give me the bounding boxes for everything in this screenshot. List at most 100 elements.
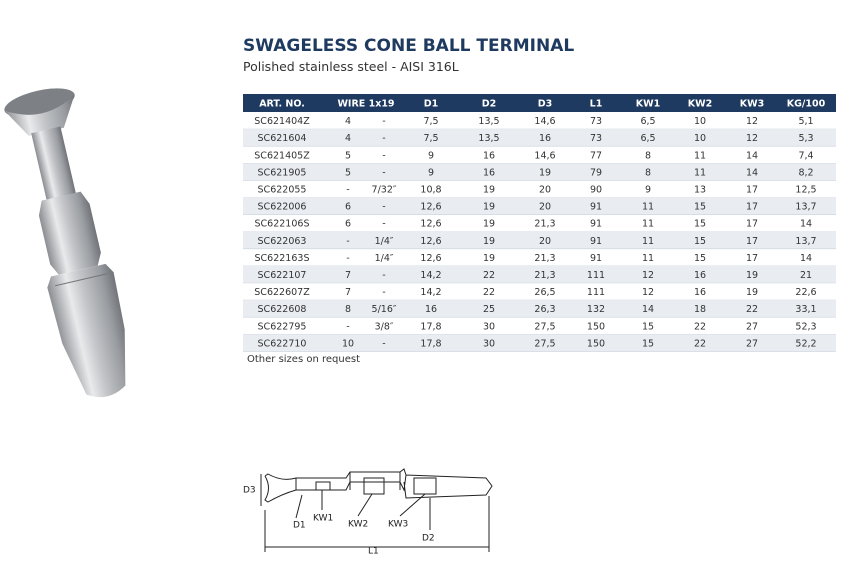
cell: 19 — [483, 219, 495, 230]
column-header: KG/100 — [787, 99, 826, 110]
cell: 11 — [642, 202, 654, 213]
cell: 7,5 — [423, 116, 438, 127]
cell: 14 — [800, 219, 812, 230]
cell: 132 — [587, 304, 605, 315]
row-shade — [243, 334, 836, 352]
cell: 20 — [539, 236, 551, 247]
cell: 10 — [694, 116, 706, 127]
cell: 8,2 — [798, 167, 813, 178]
cell: 13,5 — [478, 133, 499, 144]
cell: 9 — [428, 150, 434, 161]
cell: 79 — [590, 167, 602, 178]
cell: 7/32″ — [372, 184, 397, 195]
cell: 5,3 — [798, 133, 813, 144]
cell: 11 — [694, 167, 706, 178]
cell: 5 — [345, 167, 351, 178]
cell: SC621404Z — [254, 116, 310, 127]
column-header: D1 — [424, 99, 439, 110]
cell: 15 — [642, 321, 654, 332]
cell: 150 — [587, 338, 605, 349]
cell: 14,2 — [420, 270, 441, 281]
drawing-label: D1 — [293, 521, 306, 531]
cell: 4 — [345, 116, 351, 127]
cell: 12 — [746, 133, 758, 144]
cell: 22 — [746, 304, 758, 315]
row-shade — [243, 163, 836, 181]
cell: 12 — [642, 270, 654, 281]
cell: 17,8 — [420, 338, 441, 349]
cell: SC622106S — [255, 219, 310, 230]
cell: 27 — [746, 321, 758, 332]
cell: 13,5 — [478, 116, 499, 127]
cell: 52,2 — [795, 338, 816, 349]
cell: 19 — [746, 270, 758, 281]
cell: 8 — [645, 167, 651, 178]
cell: 17 — [746, 219, 758, 230]
cell: 14,2 — [420, 287, 441, 298]
cell: 22 — [694, 321, 706, 332]
cell: 9 — [428, 167, 434, 178]
cell: 91 — [590, 236, 602, 247]
cell: SC622063 — [258, 236, 307, 247]
cell: 16 — [425, 304, 437, 315]
cell: 18 — [694, 304, 706, 315]
note: Other sizes on request — [247, 354, 360, 365]
column-header: KW1 — [636, 99, 660, 110]
cell: 21,3 — [534, 253, 555, 264]
column-header: WIRE 1x19 — [337, 99, 394, 110]
cell: 16 — [539, 133, 551, 144]
drawing-label: D3 — [243, 486, 256, 496]
cell: 8 — [345, 304, 351, 315]
cell: 15 — [694, 202, 706, 213]
cell: - — [382, 219, 385, 230]
cell: 4 — [345, 133, 351, 144]
cell: 12,5 — [795, 184, 816, 195]
cell: 6,5 — [640, 133, 655, 144]
cell: SC622055 — [258, 184, 307, 195]
cell: 11 — [642, 236, 654, 247]
cell: 16 — [694, 270, 706, 281]
cell: 150 — [587, 321, 605, 332]
cell: 14,6 — [534, 150, 555, 161]
cell: SC622608 — [258, 304, 307, 315]
cell: 20 — [539, 202, 551, 213]
cell: 22 — [483, 270, 495, 281]
cell: 17 — [746, 184, 758, 195]
cell: 14,6 — [534, 116, 555, 127]
cell: 7 — [345, 287, 351, 298]
cell: 30 — [483, 338, 495, 349]
cell: 21 — [800, 270, 812, 281]
cell: SC622006 — [258, 202, 307, 213]
cell: 26,5 — [534, 287, 555, 298]
cell: 17 — [746, 253, 758, 264]
cell: 33,1 — [795, 304, 816, 315]
cell: 20 — [539, 184, 551, 195]
cell: 17,8 — [420, 321, 441, 332]
cell: 19 — [746, 287, 758, 298]
cell: - — [382, 167, 385, 178]
cell: - — [382, 287, 385, 298]
cell: 15 — [694, 219, 706, 230]
cell: 22,6 — [795, 287, 816, 298]
cell: 14 — [800, 253, 812, 264]
cell: 12,6 — [420, 219, 441, 230]
drawing-label: L1 — [368, 547, 379, 557]
row-shade — [243, 265, 836, 283]
column-header: KW2 — [688, 99, 712, 110]
cell: - — [346, 236, 349, 247]
cell: - — [382, 338, 385, 349]
cell: 91 — [590, 202, 602, 213]
cell: 90 — [590, 184, 602, 195]
cell: - — [346, 253, 349, 264]
cell: SC622795 — [258, 321, 307, 332]
cell: 11 — [694, 150, 706, 161]
cell: SC621405Z — [254, 150, 310, 161]
cell: 5/16″ — [372, 304, 397, 315]
cell: 15 — [694, 236, 706, 247]
cell: 16 — [483, 150, 495, 161]
cell: 27 — [746, 338, 758, 349]
column-header: D3 — [538, 99, 553, 110]
cell: 16 — [694, 287, 706, 298]
column-header: ART. NO. — [259, 99, 305, 110]
